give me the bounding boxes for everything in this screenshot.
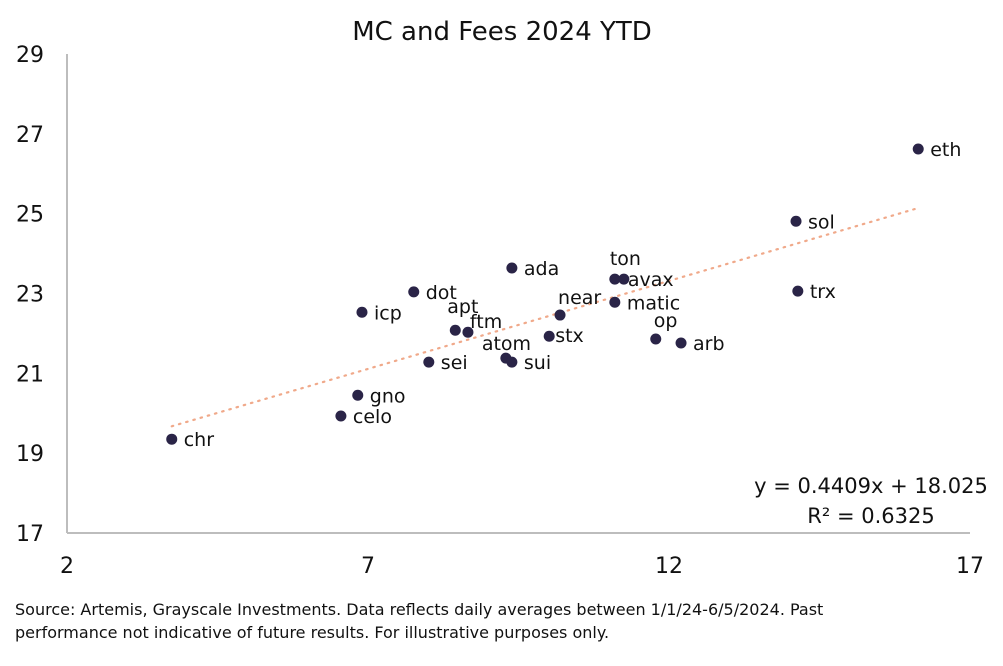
data-label-apt: apt bbox=[447, 296, 478, 318]
data-label-near: near bbox=[558, 287, 601, 309]
data-point-dot bbox=[408, 286, 420, 298]
data-point-chr bbox=[166, 433, 178, 445]
data-label-arb: arb bbox=[693, 333, 725, 355]
data-label-chr: chr bbox=[184, 429, 214, 451]
data-point-op bbox=[650, 333, 662, 345]
data-label-sui: sui bbox=[524, 352, 551, 374]
data-label-sol: sol bbox=[808, 211, 835, 233]
data-label-matic: matic bbox=[627, 292, 680, 314]
data-point-ton bbox=[609, 273, 621, 285]
y-tick-labels: 29 27 25 23 21 19 17 bbox=[16, 43, 44, 547]
chart-title: MC and Fees 2024 YTD bbox=[352, 17, 652, 47]
data-label-trx: trx bbox=[810, 281, 836, 303]
data-point-ada bbox=[506, 262, 518, 274]
r-squared-label: R² = 0.6325 bbox=[807, 504, 934, 528]
data-point-trx bbox=[792, 285, 804, 297]
data-label-stx: stx bbox=[555, 325, 584, 347]
data-point-sei bbox=[423, 356, 435, 368]
data-point-arb bbox=[675, 337, 687, 349]
y-tick-label: 17 bbox=[16, 522, 44, 547]
data-label-atom: atom bbox=[482, 333, 531, 355]
data-point-apt bbox=[449, 324, 461, 336]
y-tick-label: 27 bbox=[16, 123, 44, 148]
data-point-near bbox=[554, 309, 566, 321]
x-tick-label: 12 bbox=[655, 554, 683, 579]
source-footnote: Source: Artemis, Grayscale Investments. … bbox=[15, 598, 990, 644]
data-point-stx bbox=[543, 330, 555, 342]
x-tick-label: 2 bbox=[60, 554, 74, 579]
y-tick-label: 19 bbox=[16, 442, 44, 467]
y-tick-label: 25 bbox=[16, 203, 44, 228]
data-point-matic bbox=[609, 296, 621, 308]
data-label-op: op bbox=[654, 310, 678, 332]
data-label-gno: gno bbox=[370, 385, 406, 407]
data-point-ftm bbox=[462, 326, 474, 338]
x-tick-label: 17 bbox=[956, 554, 984, 579]
y-tick-label: 23 bbox=[16, 283, 44, 308]
data-label-icp: icp bbox=[374, 302, 402, 324]
y-tick-label: 29 bbox=[16, 43, 44, 68]
data-label-ftm: ftm bbox=[470, 311, 502, 333]
data-point-celo bbox=[335, 410, 347, 422]
footnote-line-1: Source: Artemis, Grayscale Investments. … bbox=[15, 600, 824, 619]
y-tick-label: 21 bbox=[16, 362, 44, 387]
data-point-gno bbox=[352, 389, 364, 401]
footnote-line-2: performance not indicative of future res… bbox=[15, 623, 610, 642]
data-label-dot: dot bbox=[426, 282, 457, 304]
x-tick-labels: 2 7 12 17 bbox=[60, 554, 984, 579]
trendline bbox=[170, 206, 920, 428]
data-point-avax bbox=[618, 273, 630, 285]
trendline-equation: y = 0.4409x + 18.025 bbox=[754, 474, 988, 498]
data-point-icp bbox=[356, 306, 368, 318]
data-point-sol bbox=[790, 215, 802, 227]
data-label-sei: sei bbox=[441, 352, 468, 374]
data-label-celo: celo bbox=[353, 406, 392, 428]
x-tick-label: 7 bbox=[361, 554, 375, 579]
data-point-eth bbox=[912, 143, 924, 155]
data-label-eth: eth bbox=[930, 139, 961, 161]
data-label-avax: avax bbox=[628, 269, 674, 291]
data-label-ton: ton bbox=[610, 248, 641, 270]
data-point-sui bbox=[506, 356, 518, 368]
data-label-ada: ada bbox=[524, 258, 559, 280]
